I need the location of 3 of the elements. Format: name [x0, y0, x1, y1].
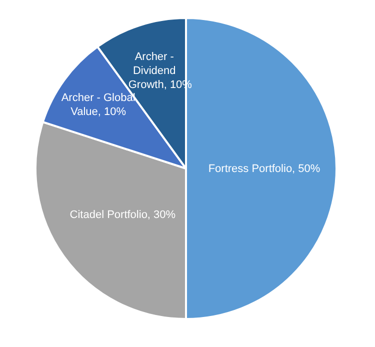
slice-label: Fortress Portfolio, 50% [207, 162, 322, 176]
slice-label: Citadel Portfolio, 30% [68, 208, 177, 222]
slice-label: Archer - Global Value, 10% [60, 90, 136, 119]
